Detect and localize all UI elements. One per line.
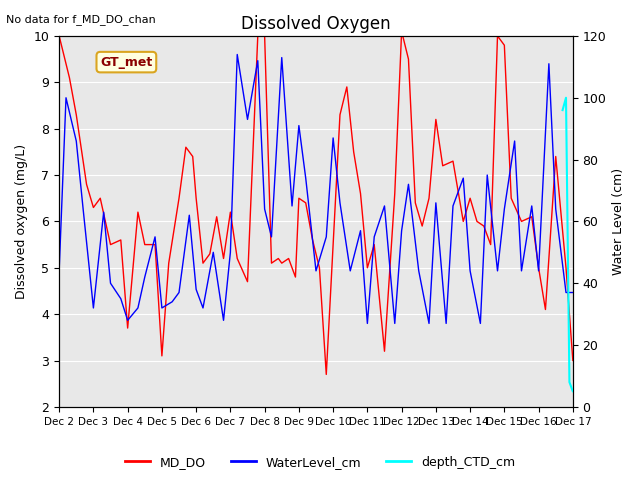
Text: No data for f_MD_DO_chan: No data for f_MD_DO_chan [6, 14, 156, 25]
Y-axis label: Water Level (cm): Water Level (cm) [612, 168, 625, 275]
Text: GT_met: GT_met [100, 56, 152, 69]
Y-axis label: Dissolved oxygen (mg/L): Dissolved oxygen (mg/L) [15, 144, 28, 299]
Title: Dissolved Oxygen: Dissolved Oxygen [241, 15, 391, 33]
Legend: MD_DO, WaterLevel_cm, depth_CTD_cm: MD_DO, WaterLevel_cm, depth_CTD_cm [120, 451, 520, 474]
